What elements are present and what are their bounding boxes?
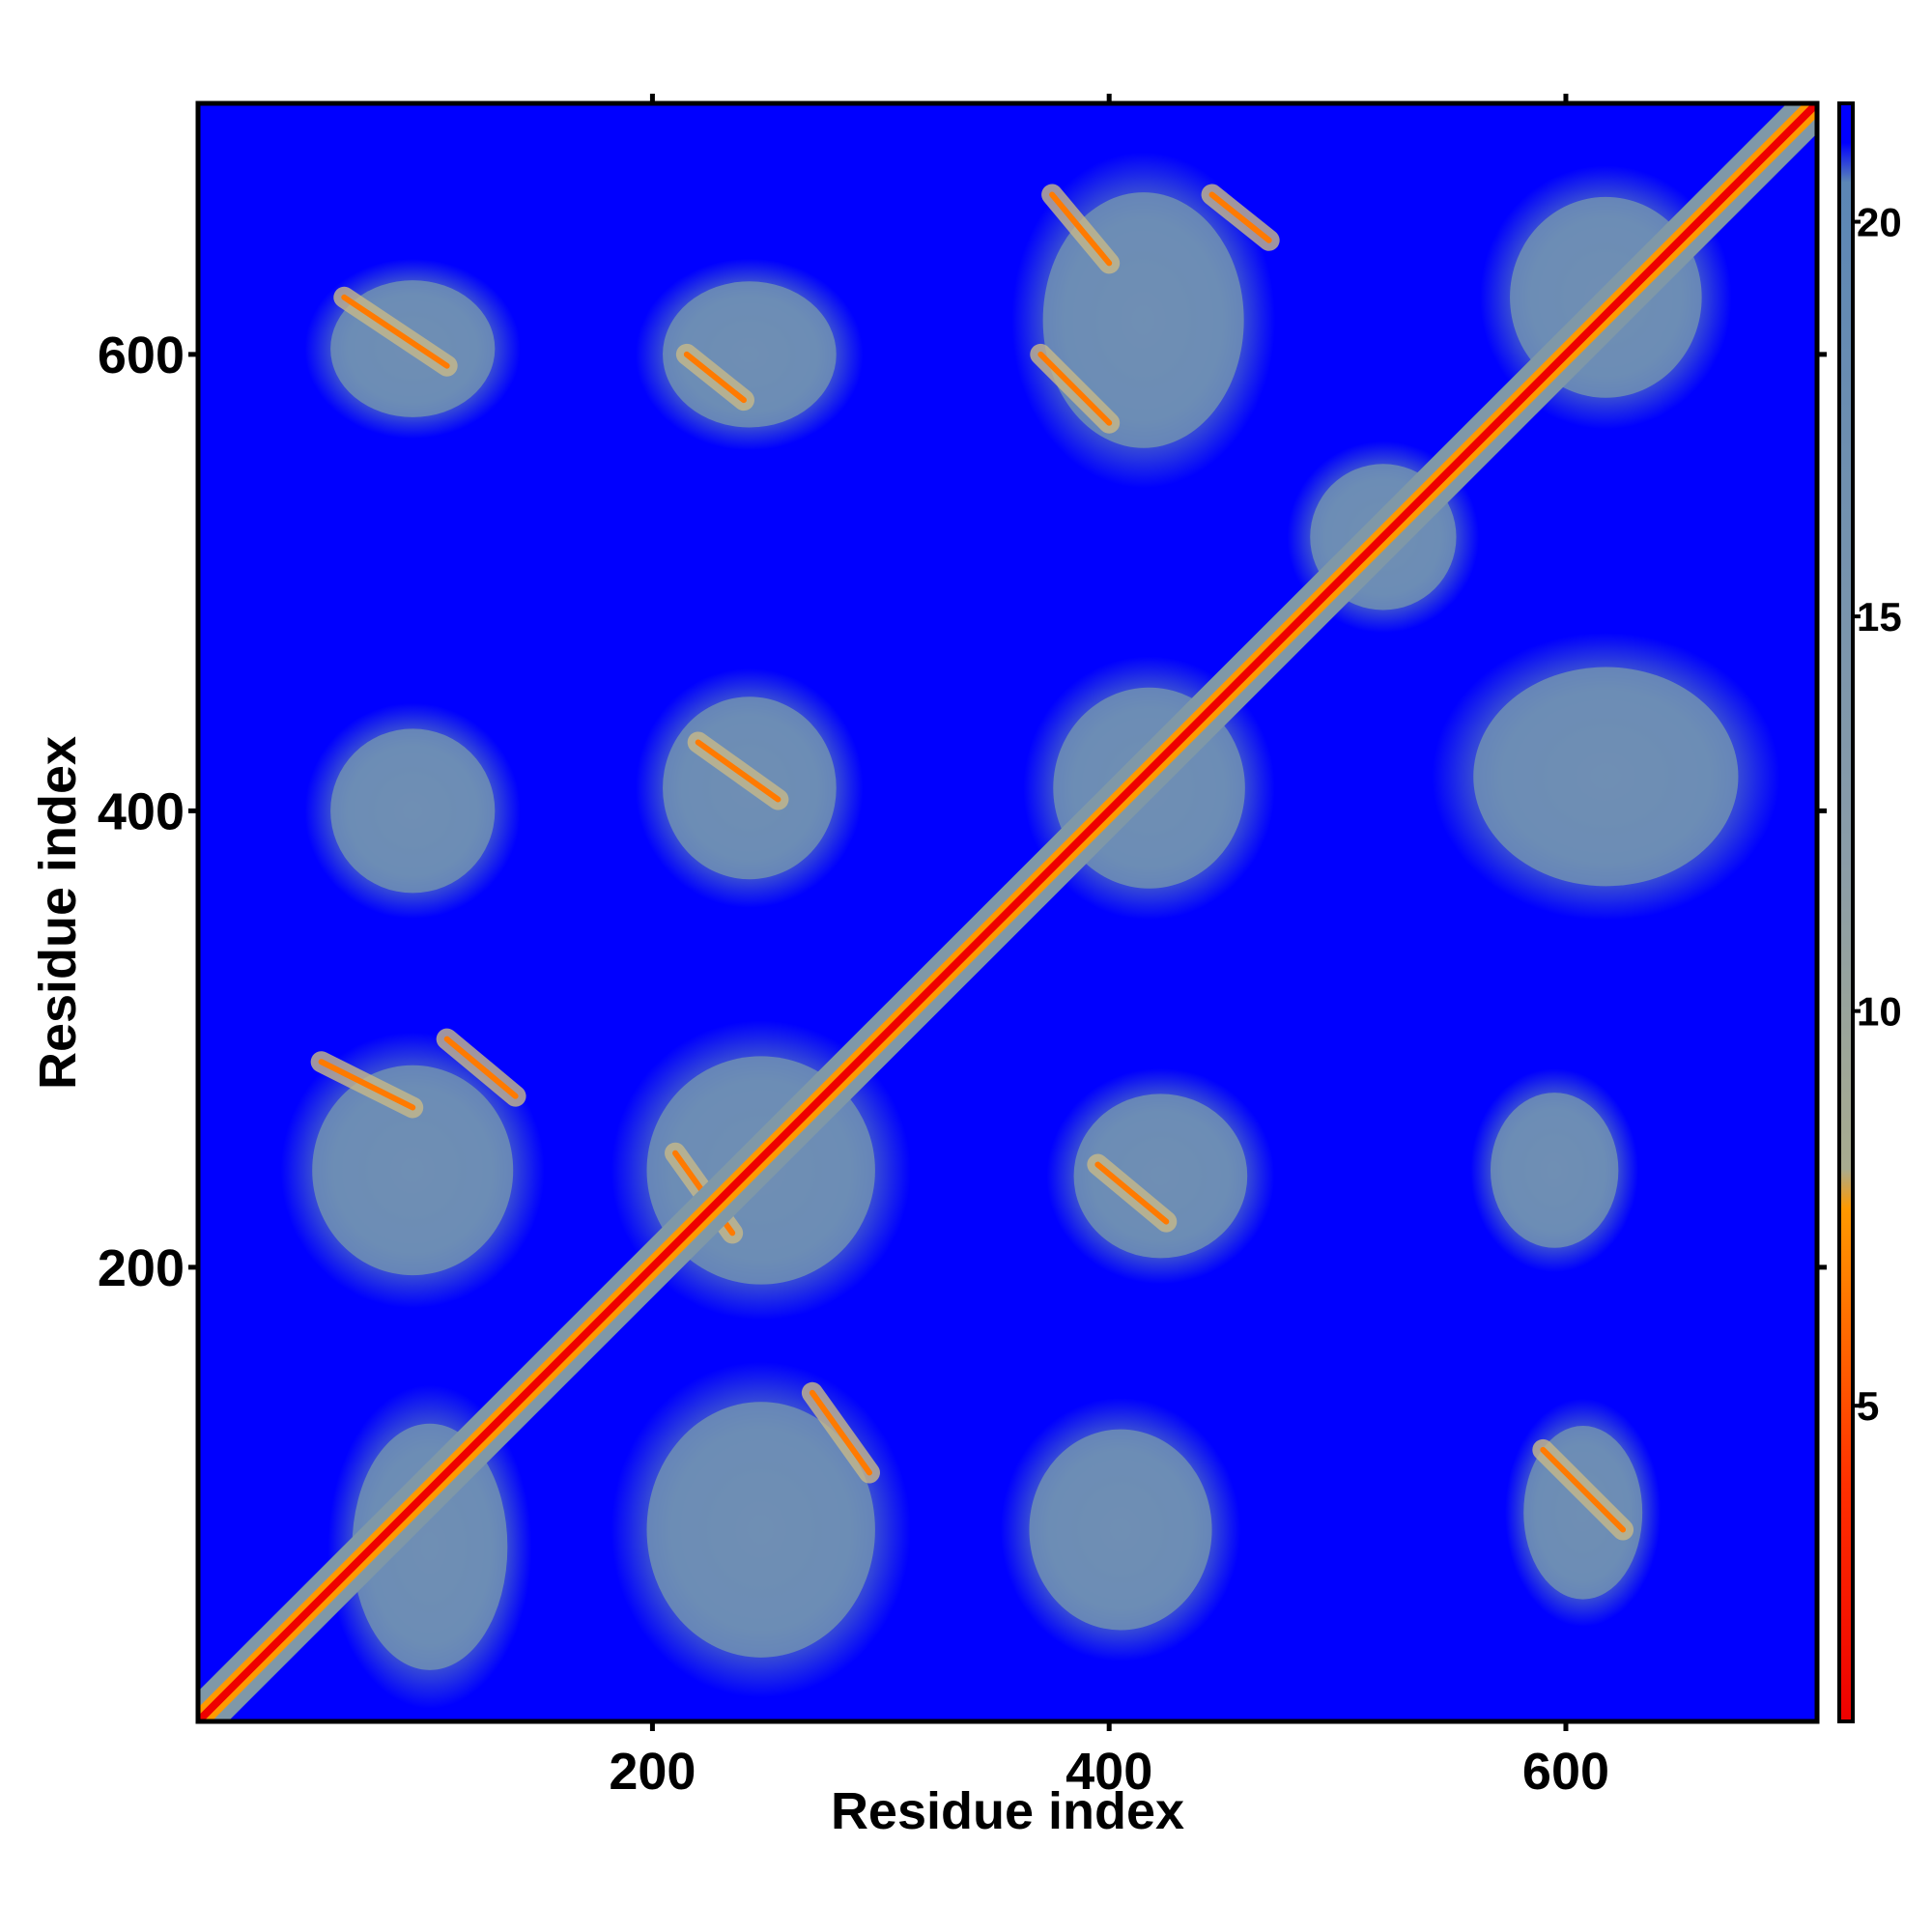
right-axis-ticks xyxy=(1817,352,1827,1270)
x-axis-ticks: 200 400 600 xyxy=(609,1721,1609,1801)
top-axis-ticks xyxy=(649,94,1569,103)
heatmap-plot-area xyxy=(195,100,1820,1724)
y-tick-label-400: 400 xyxy=(98,782,185,840)
contact-block-core-12 xyxy=(1473,667,1739,887)
colorbar-tick-label-10: 10 xyxy=(1857,989,1902,1035)
contact-streak-10 xyxy=(1094,1161,1170,1225)
contact-streak-3 xyxy=(1049,191,1113,267)
colorbar-tick-label-15: 15 xyxy=(1857,594,1902,639)
contact-block-core-1 xyxy=(352,1423,508,1670)
colorbar-tick-label-20: 20 xyxy=(1857,200,1902,245)
x-tick-label-200: 200 xyxy=(609,1743,696,1801)
colorbar: 5 10 15 20 xyxy=(1837,101,1902,1723)
contact-streak-8 xyxy=(443,1036,519,1099)
colorbar-frame xyxy=(1837,101,1855,1723)
contact-block-core-9 xyxy=(330,728,496,894)
contact-streak-6 xyxy=(695,739,781,803)
contact-block-core-5 xyxy=(312,1065,514,1276)
contact-streak-11 xyxy=(1540,1446,1627,1533)
contact-streak-9 xyxy=(809,1389,872,1476)
colorbar-ticks: 5 10 15 20 xyxy=(1853,200,1902,1429)
contact-streak-5 xyxy=(1037,351,1113,426)
contact-block-core-3 xyxy=(1029,1429,1212,1631)
contact-streak-2 xyxy=(683,351,747,404)
plot-frame xyxy=(195,100,1820,1724)
colorbar-fill xyxy=(1839,103,1853,1721)
contact-block-core-8 xyxy=(1490,1093,1619,1248)
colorbar-tick-label-5: 5 xyxy=(1857,1383,1879,1429)
diagonal-line xyxy=(198,103,1817,1721)
contact-streak-1 xyxy=(341,294,450,369)
x-tick-label-400: 400 xyxy=(1065,1743,1152,1801)
y-axis-title: Residue index xyxy=(29,736,87,1090)
contact-streak-4 xyxy=(1208,191,1272,243)
y-axis-ticks: 200 400 600 xyxy=(98,327,198,1297)
contact-block-core-15 xyxy=(663,281,837,428)
y-tick-label-200: 200 xyxy=(98,1239,185,1297)
y-tick-label-600: 600 xyxy=(98,327,185,384)
contact-streak-7 xyxy=(318,1059,416,1111)
x-axis-title: Residue index xyxy=(831,1782,1184,1840)
main-diagonal xyxy=(198,103,1817,1721)
x-tick-label-600: 600 xyxy=(1522,1743,1609,1801)
contact-block-core-7 xyxy=(1073,1094,1248,1259)
contact-block-core-2 xyxy=(646,1402,875,1658)
